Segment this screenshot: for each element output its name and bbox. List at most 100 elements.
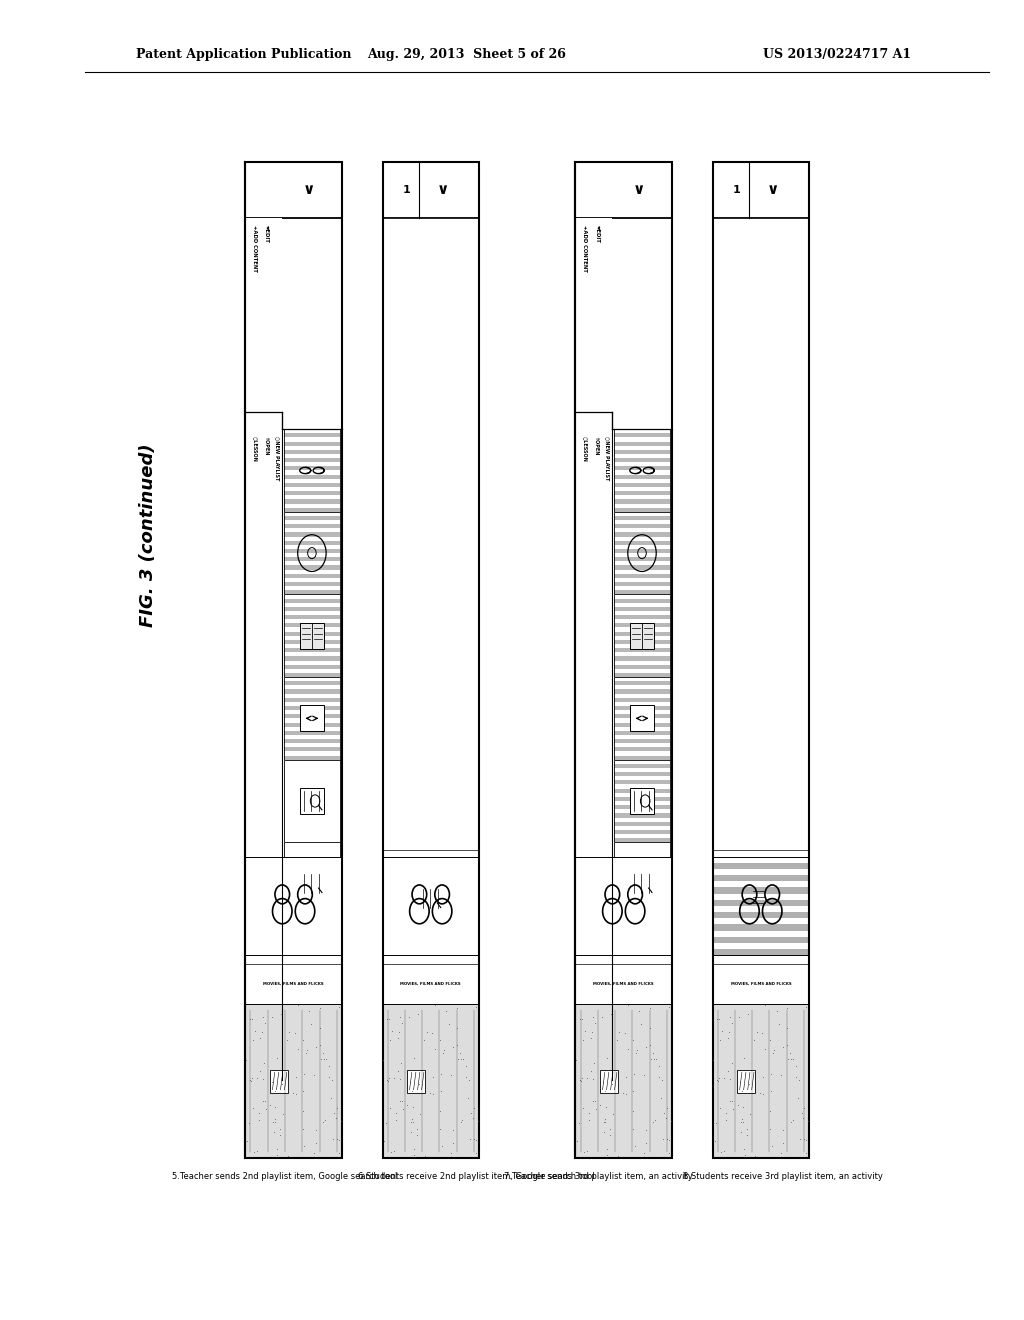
Text: ❤EDIT: ❤EDIT [594,224,599,243]
Bar [713,937,809,942]
Bar [713,1003,809,1159]
Bar [614,842,670,925]
Bar [575,965,672,1003]
Bar [383,859,479,939]
Bar [614,623,670,627]
Bar [614,512,670,594]
Bar [300,871,324,896]
Bar [284,549,340,553]
Bar [383,933,479,939]
Text: US 2013/0224717 A1: US 2013/0224717 A1 [763,48,911,61]
Bar [614,582,670,586]
Bar [713,863,809,869]
Bar [614,450,670,454]
Bar [383,904,479,908]
Text: Patent Application Publication: Patent Application Publication [136,48,351,61]
Text: FIG. 3 (continued): FIG. 3 (continued) [139,444,158,627]
Text: +ADD CONTENT: +ADD CONTENT [252,224,257,272]
Bar [284,524,340,528]
Bar [284,665,340,669]
Text: ○NEW PLAYLIST: ○NEW PLAYLIST [274,436,280,480]
Bar [614,673,670,677]
Bar [614,631,670,636]
Text: +ADD CONTENT: +ADD CONTENT [582,224,587,272]
Bar [713,965,809,1003]
Bar [713,875,809,882]
Bar [713,894,809,899]
Bar [614,574,670,578]
Bar [614,838,670,842]
Bar [614,557,670,561]
Bar [246,965,342,1003]
Text: ○LESSON: ○LESSON [582,436,587,462]
Bar [614,516,670,520]
Bar [614,648,670,652]
Bar [383,1003,479,1159]
Text: MOVIES, FILMS AND FLICKS: MOVIES, FILMS AND FLICKS [594,982,654,986]
Bar [713,887,809,894]
Bar [614,731,670,735]
Bar [284,689,340,693]
Bar [614,698,670,702]
Bar [383,923,479,928]
Bar [284,607,340,611]
Bar [284,760,340,842]
Bar [630,788,654,814]
Bar [614,433,670,437]
Bar [284,706,340,710]
Bar [614,598,670,603]
Text: 5.Teacher sends 2nd playlist item, Google search tool: 5.Teacher sends 2nd playlist item, Googl… [172,1172,397,1180]
Bar [713,904,809,908]
Bar [713,859,809,939]
Text: 7.Teacher sends 3rd playlist item, an activity: 7.Teacher sends 3rd playlist item, an ac… [504,1172,692,1180]
Text: 8.Students receive 3rd playlist item, an activity: 8.Students receive 3rd playlist item, an… [683,1172,883,1180]
Bar [284,648,340,652]
Bar [614,714,670,718]
Text: ○NEW PLAYLIST: ○NEW PLAYLIST [604,436,609,480]
Bar [713,949,809,956]
Bar [614,788,670,793]
Bar [614,594,670,677]
Bar [284,450,340,454]
Bar [284,731,340,735]
Bar [614,689,670,693]
Bar [713,865,809,869]
Bar [614,772,670,776]
Bar [630,705,654,731]
Bar [713,912,809,919]
Bar [284,673,340,677]
Bar [284,594,340,677]
Bar [284,698,340,702]
Text: ∨: ∨ [303,182,315,197]
Bar [284,615,340,619]
Bar [383,894,479,899]
Bar [284,565,340,570]
Bar [614,797,670,801]
Bar [284,574,340,578]
Bar [614,764,670,768]
Text: Aug. 29, 2013  Sheet 5 of 26: Aug. 29, 2013 Sheet 5 of 26 [367,48,565,61]
Text: 1: 1 [732,185,740,195]
Bar [383,161,479,218]
Bar [383,857,479,956]
Bar [575,1003,672,1159]
Bar [614,491,670,495]
Bar [614,665,670,669]
Bar [614,524,670,528]
Bar [284,508,340,512]
Bar [614,755,670,760]
Bar [737,1069,756,1093]
Bar [575,857,672,956]
Bar [614,607,670,611]
Bar [383,857,479,956]
Bar [630,623,654,648]
Bar [614,615,670,619]
Bar [284,475,340,479]
Bar [246,1003,342,1159]
Bar [713,913,809,919]
Bar [246,218,282,1159]
Bar [614,677,670,760]
Bar [614,656,670,660]
Bar [284,483,340,487]
Bar [614,565,670,570]
